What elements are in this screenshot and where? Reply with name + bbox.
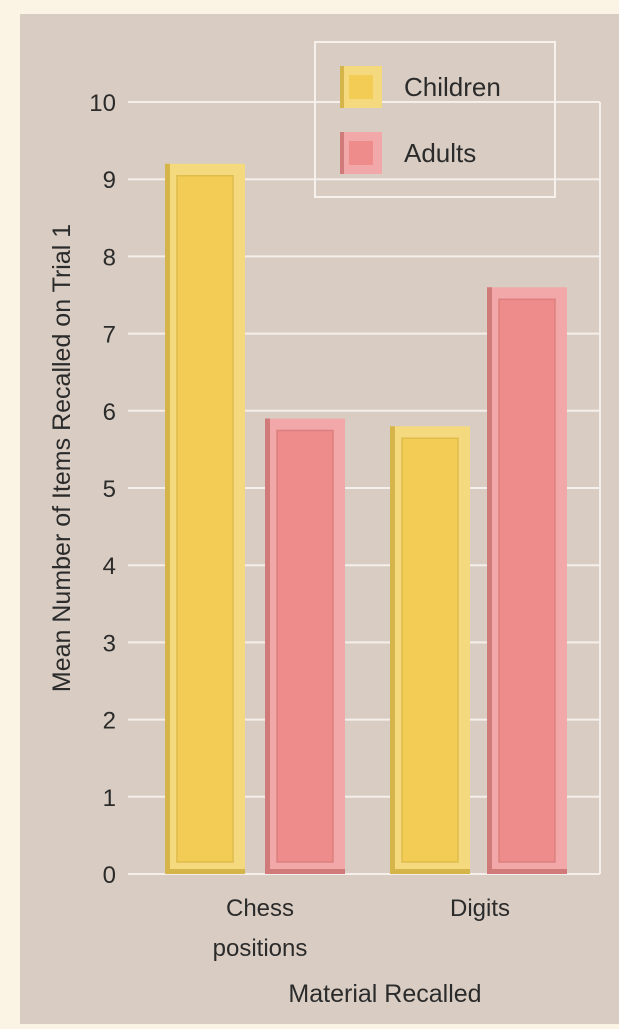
y-tick-label: 2: [103, 708, 116, 735]
bar-children-2: [390, 426, 470, 874]
bar-face: [498, 298, 556, 863]
y-tick-label: 3: [103, 630, 116, 657]
bar-bevel-left: [165, 163, 170, 874]
legend-label: Adults: [404, 138, 476, 168]
bar-bevel-left: [487, 287, 492, 874]
legend-label: Children: [404, 72, 501, 102]
bar-bevel-bottom: [265, 869, 345, 874]
bar-bevel-left: [265, 418, 270, 874]
bar-adults-1: [265, 418, 345, 874]
y-tick-label: 7: [103, 322, 116, 349]
y-axis-title: Mean Number of Items Recalled on Trial 1: [48, 224, 76, 692]
bar-face: [276, 429, 334, 863]
bar-bevel-bottom: [390, 869, 470, 874]
bar-bevel-bottom: [165, 869, 245, 874]
x-category-labels: Chess positions Digits: [213, 895, 510, 962]
bars: [165, 163, 567, 874]
y-tick-label: 5: [103, 476, 116, 503]
x-axis-title: Material Recalled: [288, 980, 481, 1008]
y-tick-label: 6: [103, 399, 116, 426]
x-category-label: Digits: [450, 895, 510, 922]
bar-bevel-left: [390, 426, 395, 874]
legend-swatch: [349, 75, 373, 99]
y-tick-labels: 0 1 2 3 4 5 6 7 8 9 10: [89, 90, 116, 889]
legend-swatch-bevel: [340, 132, 344, 174]
y-tick-label: 8: [103, 244, 116, 271]
y-tick-label: 1: [103, 785, 116, 812]
bar-adults-2: [487, 287, 567, 874]
bar-children-1: [165, 163, 245, 874]
y-tick-label: 0: [103, 862, 116, 889]
legend: Children Adults: [314, 41, 556, 198]
bar-face: [176, 175, 234, 863]
legend-swatch-bevel: [340, 66, 344, 108]
y-tick-label: 10: [89, 90, 116, 117]
y-tick-label: 9: [103, 167, 116, 194]
bar-bevel-bottom: [487, 869, 567, 874]
legend-box: [314, 41, 556, 198]
bar-face: [401, 437, 459, 863]
x-category-label: Chess positions: [213, 895, 308, 962]
legend-items: Children Adults: [340, 66, 501, 174]
y-tick-label: 4: [103, 553, 116, 580]
legend-item-adults: Adults: [340, 132, 476, 174]
legend-item-children: Children: [340, 66, 501, 108]
legend-swatch: [349, 141, 373, 165]
